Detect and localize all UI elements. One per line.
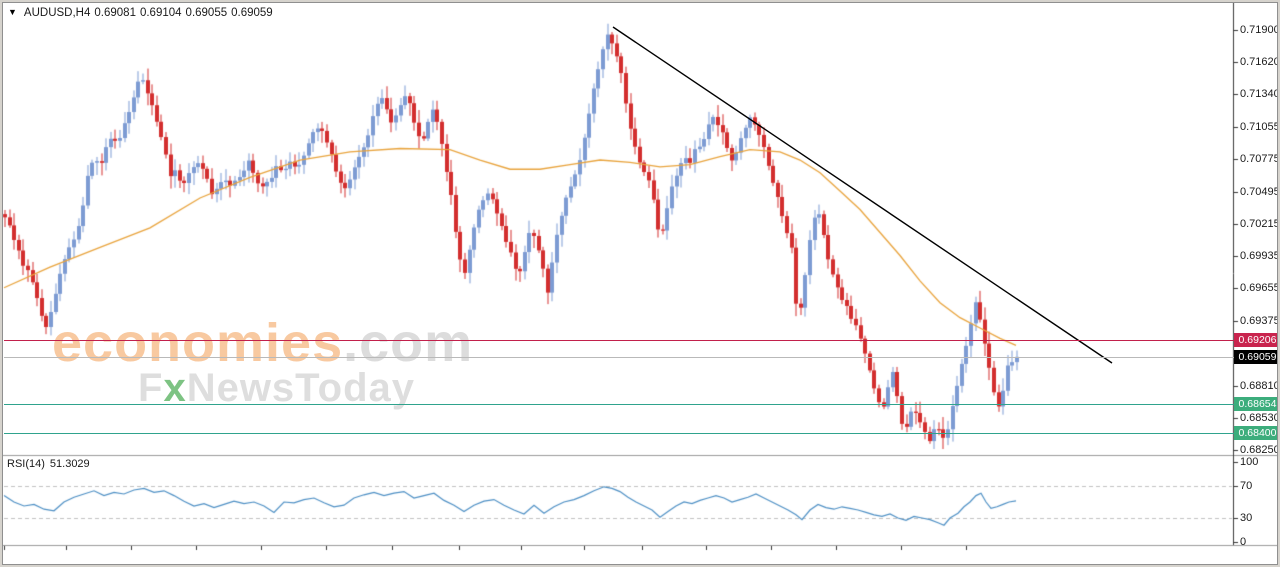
- resistance-level[interactable]: [4, 340, 1234, 341]
- rsi-label: RSI(14): [7, 458, 45, 470]
- price-axis-label: 0.69935: [1240, 250, 1280, 263]
- current-price-line[interactable]: [4, 357, 1234, 358]
- resistance-level-badge: 0.69206: [1234, 333, 1280, 347]
- close-value: 0.69059: [231, 7, 273, 19]
- chevron-down-icon[interactable]: ▼: [8, 7, 17, 17]
- rsi-axis-label: 30: [1240, 512, 1253, 524]
- low-value: 0.69055: [185, 7, 228, 19]
- symbol-ohlc-header: ▼ AUDUSD,H4 0.69081 0.69104 0.69055 0.69059: [8, 7, 277, 19]
- support-level-2[interactable]: [4, 433, 1234, 434]
- price-axis-label: 0.69375: [1240, 314, 1280, 327]
- support-level-2-badge: 0.68400: [1234, 426, 1280, 440]
- symbol-timeframe: AUDUSD,H4: [23, 7, 91, 19]
- price-axis-label: 0.68250: [1240, 444, 1280, 456]
- price-scale[interactable]: 0.71900 0.71620 0.71340 0.71055 0.70775 0.704…: [1233, 0, 1280, 548]
- price-axis-label: 0.71900: [1240, 24, 1280, 36]
- time-scale[interactable]: 4 Feb 20266 Feb 20:0011 Feb 12:0016 Feb …: [0, 546, 1280, 565]
- support-level-1-badge: 0.68654: [1234, 397, 1280, 411]
- price-axis-label: 0.68530: [1240, 411, 1280, 424]
- rsi-indicator-title: RSI(14) 51.3029: [7, 458, 95, 470]
- rsi-axis-label: 70: [1240, 480, 1253, 492]
- price-axis-label: 0.70495: [1240, 185, 1280, 198]
- price-axis-label: 0.70775: [1240, 153, 1280, 166]
- support-level-1[interactable]: [4, 404, 1234, 405]
- rsi-axis-label: 0: [1240, 536, 1247, 548]
- price-axis-label: 0.69655: [1240, 282, 1280, 295]
- price-axis-label: 0.71340: [1240, 88, 1280, 101]
- price-axis-label: 0.68810: [1240, 379, 1280, 392]
- rsi-axis-label: 100: [1240, 456, 1259, 468]
- price-axis-label: 0.70215: [1240, 217, 1280, 230]
- open-value: 0.69081: [94, 7, 136, 19]
- high-value: 0.69104: [139, 7, 182, 19]
- rsi-value: 51.3029: [49, 458, 90, 470]
- price-axis-label: 0.71055: [1240, 121, 1280, 134]
- price-axis-label: 0.71620: [1240, 56, 1280, 69]
- current-price-line-badge: 0.69059: [1234, 350, 1280, 364]
